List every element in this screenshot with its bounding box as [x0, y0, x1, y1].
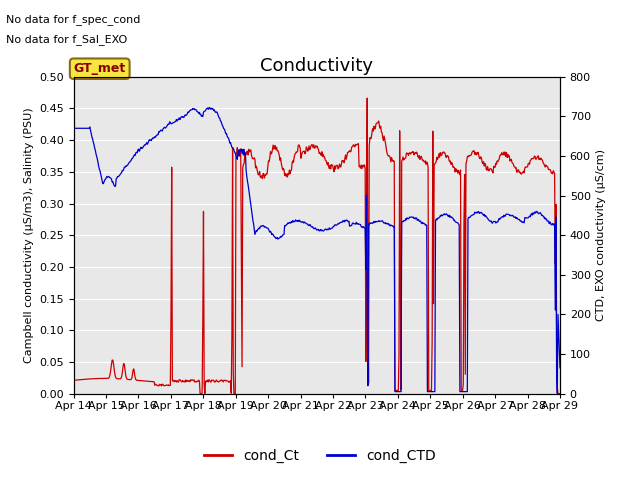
- Title: Conductivity: Conductivity: [260, 57, 373, 75]
- Legend: cond_Ct, cond_CTD: cond_Ct, cond_CTD: [199, 443, 441, 468]
- Text: No data for f_spec_cond: No data for f_spec_cond: [6, 14, 141, 25]
- Text: No data for f_Sal_EXO: No data for f_Sal_EXO: [6, 34, 127, 45]
- Y-axis label: Campbell conductivity (μS/m3), Salinity (PSU): Campbell conductivity (μS/m3), Salinity …: [24, 108, 33, 363]
- Text: GT_met: GT_met: [74, 62, 126, 75]
- Y-axis label: CTD, EXO conductivity (μS/cm): CTD, EXO conductivity (μS/cm): [596, 149, 607, 321]
